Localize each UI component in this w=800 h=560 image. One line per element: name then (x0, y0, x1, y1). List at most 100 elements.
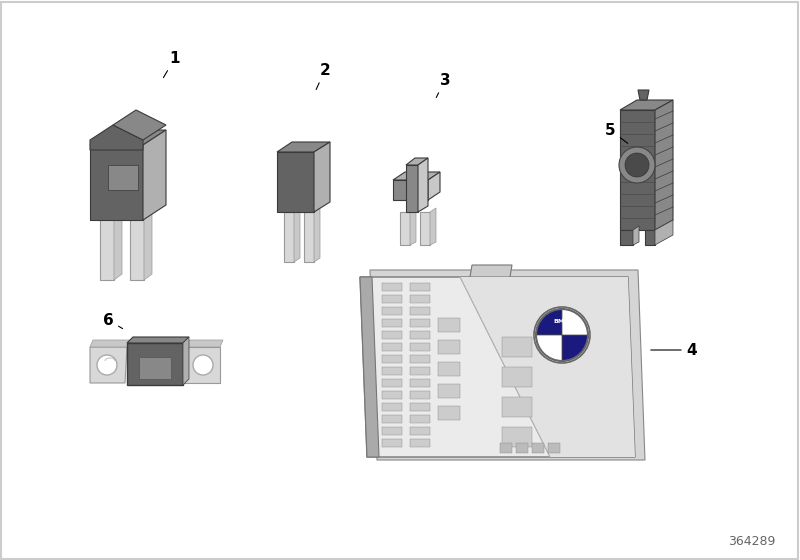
Bar (502, 427, 532, 447)
Bar (438, 362, 460, 376)
Circle shape (625, 153, 649, 177)
Polygon shape (127, 337, 189, 343)
Polygon shape (114, 212, 122, 280)
Circle shape (97, 355, 117, 375)
Bar (410, 331, 430, 339)
Polygon shape (620, 110, 655, 230)
Polygon shape (406, 158, 428, 165)
Bar (382, 415, 402, 423)
Bar (382, 331, 402, 339)
Text: 1: 1 (163, 50, 180, 78)
Polygon shape (90, 347, 127, 383)
Polygon shape (185, 340, 223, 347)
Polygon shape (470, 265, 512, 277)
Polygon shape (620, 100, 673, 110)
Polygon shape (400, 212, 410, 245)
Polygon shape (90, 145, 143, 220)
Bar (382, 367, 402, 375)
Text: 6: 6 (102, 312, 122, 329)
Bar (410, 379, 430, 387)
Bar (410, 367, 430, 375)
Bar (502, 337, 532, 357)
Bar (410, 391, 430, 399)
Polygon shape (314, 142, 330, 212)
Bar (516, 443, 528, 453)
Polygon shape (430, 208, 436, 245)
Bar (139, 357, 171, 379)
Text: 3: 3 (436, 72, 450, 97)
Bar (410, 355, 430, 363)
Polygon shape (100, 218, 114, 280)
Polygon shape (304, 212, 314, 262)
Bar (382, 379, 402, 387)
Bar (382, 403, 402, 411)
Bar (382, 295, 402, 303)
Text: 5: 5 (605, 123, 628, 143)
Bar (410, 307, 430, 315)
Bar (382, 355, 402, 363)
Polygon shape (638, 90, 649, 100)
Bar (410, 415, 430, 423)
Polygon shape (294, 208, 300, 262)
Polygon shape (645, 230, 655, 245)
Bar (438, 384, 460, 398)
Polygon shape (183, 347, 220, 383)
Polygon shape (90, 130, 166, 145)
Bar (382, 307, 402, 315)
Polygon shape (143, 130, 166, 220)
Polygon shape (393, 180, 428, 200)
Polygon shape (410, 208, 416, 245)
Polygon shape (393, 172, 440, 180)
Bar (382, 319, 402, 327)
Bar (532, 443, 544, 453)
Bar (410, 319, 430, 327)
Polygon shape (428, 172, 440, 200)
Polygon shape (183, 337, 189, 385)
Polygon shape (277, 152, 314, 212)
Polygon shape (284, 212, 294, 262)
Circle shape (619, 147, 655, 183)
Bar (410, 295, 430, 303)
Polygon shape (360, 277, 635, 457)
Polygon shape (370, 270, 645, 460)
Bar (438, 406, 460, 420)
Polygon shape (90, 125, 143, 150)
Polygon shape (113, 110, 166, 140)
Polygon shape (655, 100, 673, 230)
Polygon shape (277, 142, 330, 152)
Bar (410, 403, 430, 411)
Polygon shape (460, 277, 635, 457)
Bar (502, 397, 532, 417)
Circle shape (193, 355, 213, 375)
Polygon shape (360, 277, 379, 457)
Wedge shape (562, 335, 588, 361)
Bar (438, 318, 460, 332)
Circle shape (534, 307, 590, 363)
Bar (382, 283, 402, 291)
Wedge shape (562, 309, 588, 335)
Text: 2: 2 (316, 63, 330, 90)
Polygon shape (144, 212, 152, 280)
Bar (410, 439, 430, 447)
Bar (382, 343, 402, 351)
Text: BMW: BMW (553, 319, 571, 324)
Polygon shape (127, 343, 183, 385)
Polygon shape (418, 158, 428, 212)
Wedge shape (536, 335, 562, 361)
Bar (502, 367, 532, 387)
Bar (382, 391, 402, 399)
Polygon shape (314, 208, 320, 262)
Polygon shape (90, 340, 131, 347)
Polygon shape (620, 230, 633, 245)
Polygon shape (406, 165, 418, 212)
Bar (382, 439, 402, 447)
Bar (410, 427, 430, 435)
Text: 4: 4 (650, 343, 698, 357)
Bar (410, 343, 430, 351)
Bar (382, 427, 402, 435)
Polygon shape (420, 212, 430, 245)
Bar (500, 443, 512, 453)
Bar (410, 283, 430, 291)
Bar (438, 340, 460, 354)
Polygon shape (130, 218, 144, 280)
